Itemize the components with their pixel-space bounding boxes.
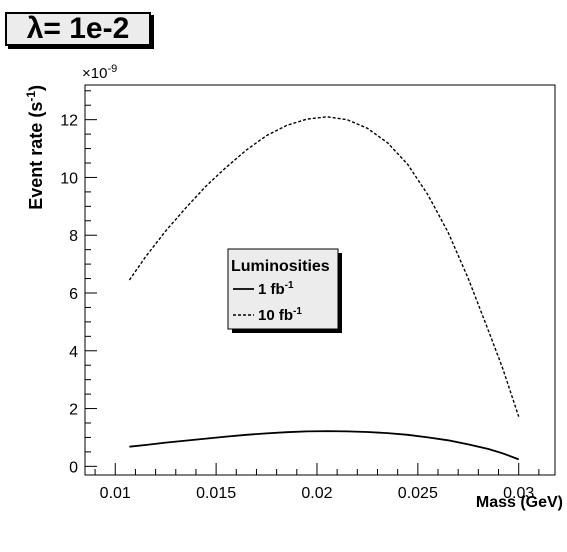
legend-entry-exponent: -1 xyxy=(285,280,294,291)
x-tick-label: 0.025 xyxy=(398,485,438,502)
x-tick-label: 0.015 xyxy=(196,485,236,502)
chart-title: λ= 1e-2 xyxy=(27,12,130,46)
y-multiplier-exponent: -9 xyxy=(107,63,117,75)
y-tick-label: 2 xyxy=(69,402,78,419)
y-axis-label-close: ) xyxy=(26,85,46,91)
series-layer xyxy=(128,116,520,461)
y-axis-label: Event rate (s-1) xyxy=(24,85,46,210)
series-line-2 xyxy=(128,116,520,417)
y-tick-label: 6 xyxy=(69,286,78,303)
y-tick-label: 8 xyxy=(69,228,78,245)
x-axis-label: Mass (GeV) xyxy=(476,494,563,511)
legend-entry-2: 10 fb-1 xyxy=(258,306,302,324)
ticks-layer xyxy=(85,90,540,475)
y-tick-label: 0 xyxy=(69,459,78,476)
chart-title-box: λ= 1e-2 xyxy=(5,12,151,46)
series-line-1 xyxy=(129,430,520,461)
x-tick-label: 0.02 xyxy=(301,485,332,502)
y-axis-label-exponent: -1 xyxy=(24,91,38,102)
plot-frame xyxy=(84,84,556,476)
y-multiplier-label: ×10-9 xyxy=(82,63,117,82)
y-tick-label: 10 xyxy=(60,170,78,187)
frame-layer xyxy=(84,84,556,476)
x-tick-label: 0.01 xyxy=(100,485,131,502)
y-tick-label: 12 xyxy=(60,113,78,130)
legend-title: Luminosities xyxy=(231,258,330,275)
lambda-symbol: λ xyxy=(26,12,44,45)
title-value: = 1e-2 xyxy=(43,12,130,45)
legend-entry-exponent: -1 xyxy=(293,306,302,317)
y-tick-label: 4 xyxy=(69,344,78,361)
x-tick-label: 0.03 xyxy=(503,485,534,502)
labels-layer: 0.01 0.015 0.02 0.025 0.03 0 2 4 6 8 10 12 ×10-9 Mass… xyxy=(24,63,563,511)
